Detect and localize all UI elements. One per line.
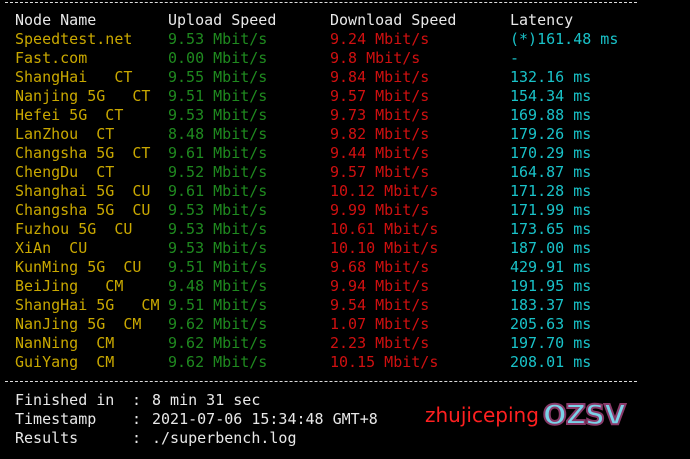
watermark-text: zhujiceping	[425, 402, 539, 427]
summary-colon: :	[132, 391, 142, 409]
cell-upload: 0.00 Mbit/s	[168, 49, 268, 67]
cell-node: Fuzhou 5G CU	[15, 220, 133, 238]
cell-latency: (*)161.48 ms	[510, 30, 619, 48]
cell-node: Changsha 5G CT	[15, 144, 151, 162]
watermark-logo: OZSV	[542, 397, 627, 432]
cell-node: GuiYang CM	[15, 353, 115, 371]
cell-node: Nanjing 5G CT	[15, 87, 151, 105]
cell-upload: 9.62 Mbit/s	[168, 353, 268, 371]
cell-upload: 9.48 Mbit/s	[168, 277, 268, 295]
cell-latency: 171.99 ms	[510, 201, 592, 219]
cell-upload: 9.61 Mbit/s	[168, 182, 268, 200]
cell-node: XiAn CU	[15, 239, 88, 257]
top-separator	[5, 2, 637, 3]
cell-upload: 9.53 Mbit/s	[168, 30, 268, 48]
cell-upload: 9.51 Mbit/s	[168, 258, 268, 276]
cell-download: 2.23 Mbit/s	[330, 334, 430, 352]
cell-latency: 171.28 ms	[510, 182, 592, 200]
cell-upload: 9.51 Mbit/s	[168, 87, 268, 105]
cell-download: 9.24 Mbit/s	[330, 30, 430, 48]
cell-upload: 9.51 Mbit/s	[168, 296, 268, 314]
cell-download: 9.94 Mbit/s	[330, 277, 430, 295]
header-upload: Upload Speed	[168, 11, 277, 29]
cell-upload: 9.55 Mbit/s	[168, 68, 268, 86]
cell-upload: 9.62 Mbit/s	[168, 315, 268, 333]
cell-node: Changsha 5G CU	[15, 201, 151, 219]
summary-value: 2021-07-06 15:34:48 GMT+8	[152, 410, 378, 428]
cell-latency: 205.63 ms	[510, 315, 592, 333]
cell-download: 10.10 Mbit/s	[330, 239, 439, 257]
table-header: Node Name Upload Speed Download Speed La…	[5, 11, 573, 30]
summary-value: 8 min 31 sec	[152, 391, 261, 409]
cell-download: 9.54 Mbit/s	[330, 296, 430, 314]
cell-node: ShangHai 5G CM	[15, 296, 160, 314]
cell-node: NanNing CM	[15, 334, 115, 352]
cell-node: Hefei 5G CT	[15, 106, 124, 124]
cell-download: 9.44 Mbit/s	[330, 144, 430, 162]
cell-upload: 9.52 Mbit/s	[168, 163, 268, 181]
cell-latency: 132.16 ms	[510, 68, 592, 86]
cell-latency: 187.00 ms	[510, 239, 592, 257]
cell-latency: 183.37 ms	[510, 296, 592, 314]
cell-node: ShangHai CT	[15, 68, 133, 86]
cell-download: 9.68 Mbit/s	[330, 258, 430, 276]
cell-node: Shanghai 5G CU	[15, 182, 151, 200]
summary-key: Results	[15, 429, 79, 447]
cell-download: 9.57 Mbit/s	[330, 163, 430, 181]
cell-latency: 164.87 ms	[510, 163, 592, 181]
summary-key: Finished in	[15, 391, 115, 409]
cell-download: 9.8 Mbit/s	[330, 49, 421, 67]
cell-download: 9.84 Mbit/s	[330, 68, 430, 86]
cell-download: 9.99 Mbit/s	[330, 201, 430, 219]
cell-upload: 9.62 Mbit/s	[168, 334, 268, 352]
cell-latency: 154.34 ms	[510, 87, 592, 105]
summary-value: ./superbench.log	[152, 429, 297, 447]
bottom-separator	[5, 381, 637, 382]
cell-node: BeiJing CM	[15, 277, 124, 295]
cell-download: 9.57 Mbit/s	[330, 87, 430, 105]
cell-download: 10.12 Mbit/s	[330, 182, 439, 200]
summary-key: Timestamp	[15, 410, 97, 428]
cell-latency: 173.65 ms	[510, 220, 592, 238]
watermark: zhujiceping OZSV	[425, 397, 627, 432]
cell-latency: 191.95 ms	[510, 277, 592, 295]
cell-latency: 208.01 ms	[510, 353, 592, 371]
cell-latency: -	[510, 49, 520, 67]
cell-upload: 9.61 Mbit/s	[168, 144, 268, 162]
cell-node: LanZhou CT	[15, 125, 115, 143]
cell-download: 1.07 Mbit/s	[330, 315, 430, 333]
header-download: Download Speed	[330, 11, 457, 29]
cell-upload: 9.53 Mbit/s	[168, 201, 268, 219]
cell-upload: 9.53 Mbit/s	[168, 106, 268, 124]
cell-download: 9.73 Mbit/s	[330, 106, 430, 124]
cell-node: Fast.com	[15, 49, 88, 67]
cell-node: NanJing 5G CM	[15, 315, 142, 333]
cell-latency: 197.70 ms	[510, 334, 592, 352]
summary-colon: :	[132, 429, 142, 447]
header-node: Node Name	[15, 11, 97, 29]
cell-latency: 179.26 ms	[510, 125, 592, 143]
cell-latency: 170.29 ms	[510, 144, 592, 162]
cell-latency: 169.88 ms	[510, 106, 592, 124]
cell-node: KunMing 5G CU	[15, 258, 142, 276]
cell-node: Speedtest.net	[15, 30, 133, 48]
summary-colon: :	[132, 410, 142, 428]
cell-node: ChengDu CT	[15, 163, 115, 181]
cell-download: 10.15 Mbit/s	[330, 353, 439, 371]
cell-download: 10.61 Mbit/s	[330, 220, 439, 238]
header-latency: Latency	[510, 11, 574, 29]
cell-upload: 8.48 Mbit/s	[168, 125, 268, 143]
cell-upload: 9.53 Mbit/s	[168, 220, 268, 238]
cell-download: 9.82 Mbit/s	[330, 125, 430, 143]
cell-upload: 9.53 Mbit/s	[168, 239, 268, 257]
cell-latency: 429.91 ms	[510, 258, 592, 276]
